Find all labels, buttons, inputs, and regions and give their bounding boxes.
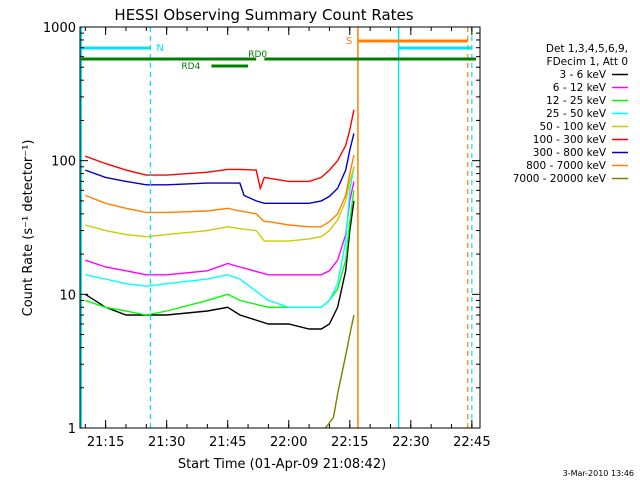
x-tick-label-3: 21:45 bbox=[209, 435, 246, 450]
legend-label-9: 7000 - 20000 keV bbox=[513, 173, 607, 185]
y-tick-label-2: 10 bbox=[59, 288, 76, 303]
x-tick-label-6: 22:30 bbox=[392, 435, 429, 450]
plot-frame bbox=[79, 26, 481, 429]
rd4-label: RD4 bbox=[181, 62, 200, 72]
footer-date: 3-Mar-2010 13:46 bbox=[563, 469, 634, 478]
legend: Det 1,3,4,5,6,9,FDecim 1, Att 03 - 6 keV… bbox=[513, 43, 628, 185]
y-tick-label-4: 1000 bbox=[43, 21, 76, 36]
series-line-1 bbox=[84, 200, 355, 330]
x-tick-label-7: 22:45 bbox=[453, 435, 490, 450]
series-line-7 bbox=[85, 133, 355, 205]
y-tick-label-3: 100 bbox=[51, 155, 76, 170]
legend-label-2: 6 - 12 keV bbox=[553, 82, 607, 94]
legend-label-3: 12 - 25 keV bbox=[546, 95, 607, 107]
series-line-6 bbox=[85, 109, 355, 191]
x-axis-label: Start Time (01-Apr-09 21:08:42) bbox=[178, 457, 386, 472]
legend-header-line-1: Det 1,3,4,5,6,9, bbox=[546, 43, 628, 55]
legend-label-6: 100 - 300 keV bbox=[533, 134, 607, 146]
rd0-label: RD0 bbox=[248, 50, 267, 60]
series-layer bbox=[84, 109, 355, 428]
axis-layer: 21:15 21:30 21:45 22:00 22:15 22:30 22:45 1 10 10… bbox=[43, 21, 491, 450]
y-axis-label: Count Rate (s⁻¹ detector⁻¹) bbox=[21, 140, 36, 317]
marker-layer: N S RD0 RD4 bbox=[80, 27, 476, 428]
chart-title: HESSI Observing Summary Count Rates bbox=[114, 6, 413, 24]
series-line-2 bbox=[85, 181, 355, 276]
series-line-3 bbox=[85, 190, 355, 316]
y-tick-label-1: 1 bbox=[68, 422, 76, 437]
series-line-9 bbox=[324, 314, 355, 428]
legend-label-5: 50 - 100 keV bbox=[539, 121, 606, 133]
series-line-8 bbox=[85, 154, 355, 228]
night-label: N bbox=[156, 43, 163, 54]
legend-label-1: 3 - 6 keV bbox=[559, 69, 606, 81]
legend-label-7: 300 - 800 keV bbox=[533, 147, 607, 159]
saa-label: S bbox=[346, 36, 352, 47]
x-tick-label-5: 22:15 bbox=[331, 435, 368, 450]
x-tick-label-1: 21:15 bbox=[87, 435, 124, 450]
series-line-4 bbox=[85, 166, 355, 308]
legend-label-8: 800 - 7000 keV bbox=[526, 160, 607, 172]
legend-label-4: 25 - 50 keV bbox=[546, 108, 607, 120]
x-tick-label-2: 21:30 bbox=[148, 435, 185, 450]
x-tick-label-4: 22:00 bbox=[270, 435, 307, 450]
series-line-5 bbox=[85, 166, 355, 242]
legend-header-line-2: FDecim 1, Att 0 bbox=[547, 56, 628, 68]
